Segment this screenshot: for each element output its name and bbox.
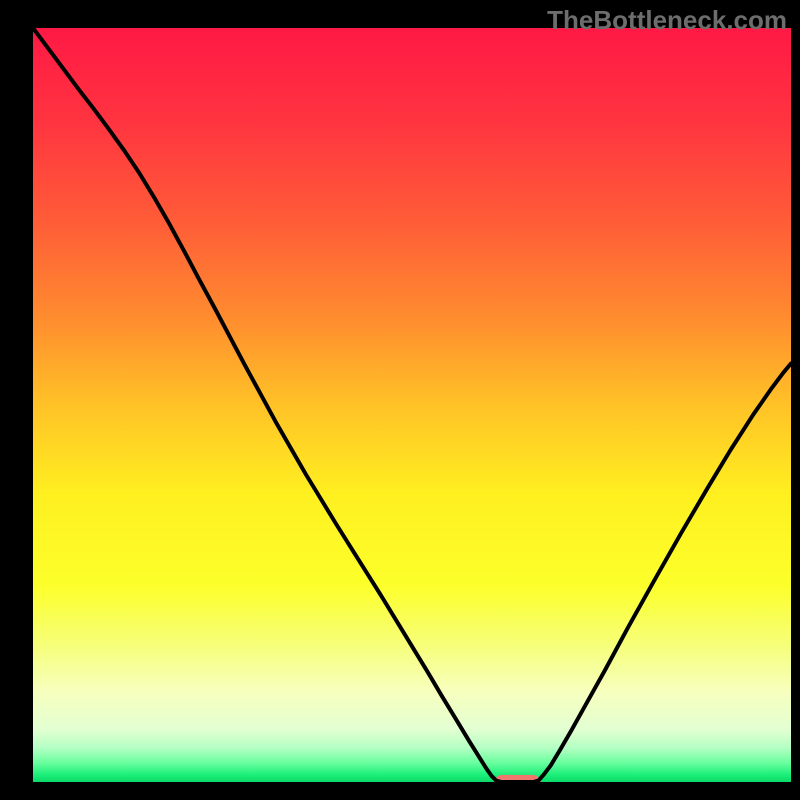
bottleneck-curve-plot — [33, 28, 791, 782]
plot-background — [33, 28, 791, 782]
chart-stage: TheBottleneck.com — [0, 0, 800, 800]
watermark-text: TheBottleneck.com — [547, 5, 787, 36]
